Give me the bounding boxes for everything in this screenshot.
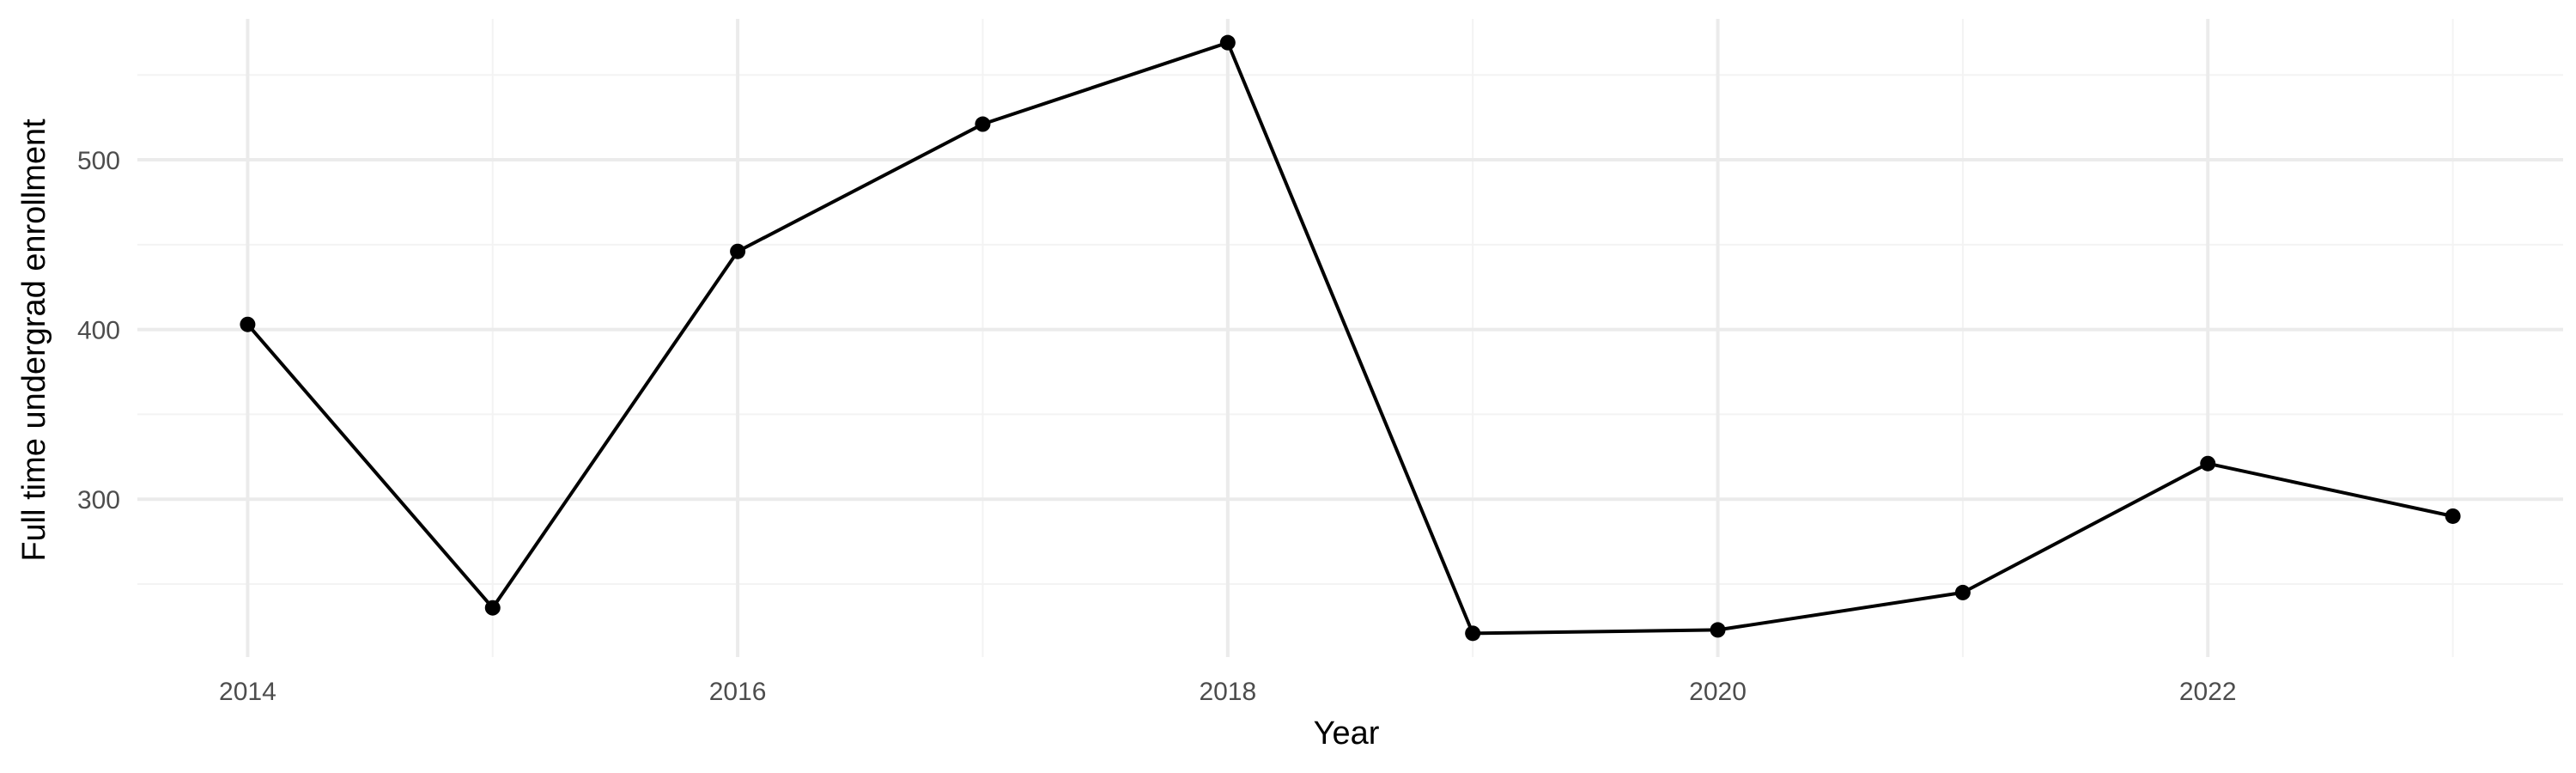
x-axis-title: Year [1314, 715, 1380, 752]
y-axis-tick-labels: 300 400 500 [77, 147, 120, 514]
x-tick-label: 2018 [1199, 678, 1256, 706]
x-tick-label: 2016 [709, 678, 767, 706]
data-point [1219, 34, 1236, 51]
data-point [1954, 584, 1971, 600]
data-point [240, 316, 256, 332]
y-axis-title: Full time undergrad enrollment [16, 119, 52, 562]
y-tick-label: 400 [77, 317, 120, 345]
x-tick-label: 2022 [2179, 678, 2237, 706]
data-point [484, 600, 501, 616]
y-tick-label: 500 [77, 147, 120, 175]
data-point [2200, 455, 2216, 472]
series-line [246, 40, 2454, 636]
data-point [1465, 625, 1481, 642]
x-axis-tick-labels: 2014 2016 2018 2020 2022 [219, 678, 2237, 706]
major-gridlines [137, 19, 2563, 657]
x-tick-label: 2020 [1689, 678, 1747, 706]
y-tick-label: 300 [77, 486, 120, 514]
minor-gridlines [137, 19, 2563, 657]
data-point [730, 243, 746, 259]
series-layer [240, 34, 2461, 642]
data-point [1710, 622, 1726, 638]
x-tick-label: 2014 [219, 678, 276, 706]
data-point [975, 116, 991, 132]
data-point [2445, 508, 2461, 524]
